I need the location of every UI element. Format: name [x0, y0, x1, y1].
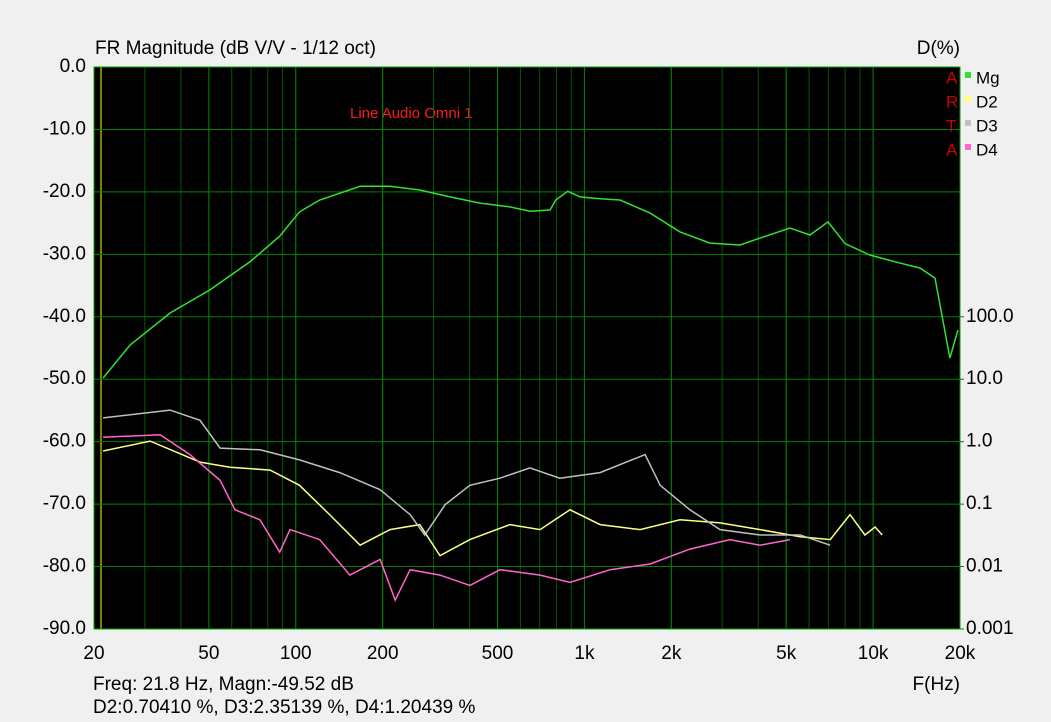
legend-swatch — [965, 144, 971, 150]
y2-axis-title: D(%) — [917, 38, 960, 59]
readout: Freq: 21.8 Hz, Magn:-49.52 dB — [93, 674, 354, 695]
y-tick-label: -30.0 — [43, 243, 86, 264]
logo-letter: A — [946, 140, 958, 159]
y2-tick-label: 100.0 — [966, 306, 1014, 327]
series-line — [102, 185, 959, 379]
legend-swatch — [965, 96, 971, 102]
legend-label: Mg — [976, 68, 1000, 87]
y-tick-label: -60.0 — [43, 431, 86, 452]
x-tick-label: 2k — [661, 643, 682, 664]
y-tick-label: -80.0 — [43, 556, 86, 577]
logo-letter: R — [946, 92, 958, 111]
legend-label: D2 — [976, 92, 998, 111]
x-tick-label: 50 — [198, 643, 219, 664]
y-tick-label: 0.0 — [60, 56, 86, 77]
logo-letter: A — [946, 68, 958, 87]
plot-area — [94, 67, 960, 629]
y2-tick-label: 0.001 — [966, 618, 1014, 639]
x-tick-label: 100 — [280, 643, 312, 664]
legend-label: D3 — [976, 116, 998, 135]
legend-label: D4 — [976, 140, 998, 159]
x-tick-label: 1k — [574, 643, 595, 664]
y-tick-label: -20.0 — [43, 181, 86, 202]
x-tick-label: 5k — [776, 643, 797, 664]
y-tick-label: -70.0 — [43, 493, 86, 514]
chart-title: FR Magnitude (dB V/V - 1/12 oct) — [95, 38, 376, 59]
y-tick-label: -10.0 — [43, 118, 86, 139]
series-line — [103, 434, 791, 602]
readout: D2:0.70410 %, D3:2.35139 %, D4:1.20439 % — [93, 697, 475, 718]
y2-tick-label: 0.1 — [966, 493, 992, 514]
y-tick-label: -50.0 — [43, 368, 86, 389]
x-tick-label: 20 — [83, 643, 104, 664]
y2-tick-label: 1.0 — [966, 431, 992, 452]
x-tick-label: 20k — [945, 643, 976, 664]
x-tick-label: 10k — [858, 643, 889, 664]
y-tick-label: -90.0 — [43, 618, 86, 639]
series-line — [103, 409, 831, 546]
legend-swatch — [965, 72, 971, 78]
logo-letter: T — [946, 116, 956, 135]
x-axis-title: F(Hz) — [913, 674, 960, 695]
x-tick-label: 200 — [367, 643, 399, 664]
annotation: Line Audio Omni 1 — [350, 105, 473, 122]
y-tick-label: -40.0 — [43, 306, 86, 327]
plot-border — [93, 66, 961, 630]
series-line — [102, 440, 883, 557]
x-tick-label: 500 — [482, 643, 514, 664]
y2-tick-label: 10.0 — [966, 368, 1003, 389]
y2-tick-label: 0.01 — [966, 556, 1003, 577]
legend-swatch — [965, 120, 971, 126]
